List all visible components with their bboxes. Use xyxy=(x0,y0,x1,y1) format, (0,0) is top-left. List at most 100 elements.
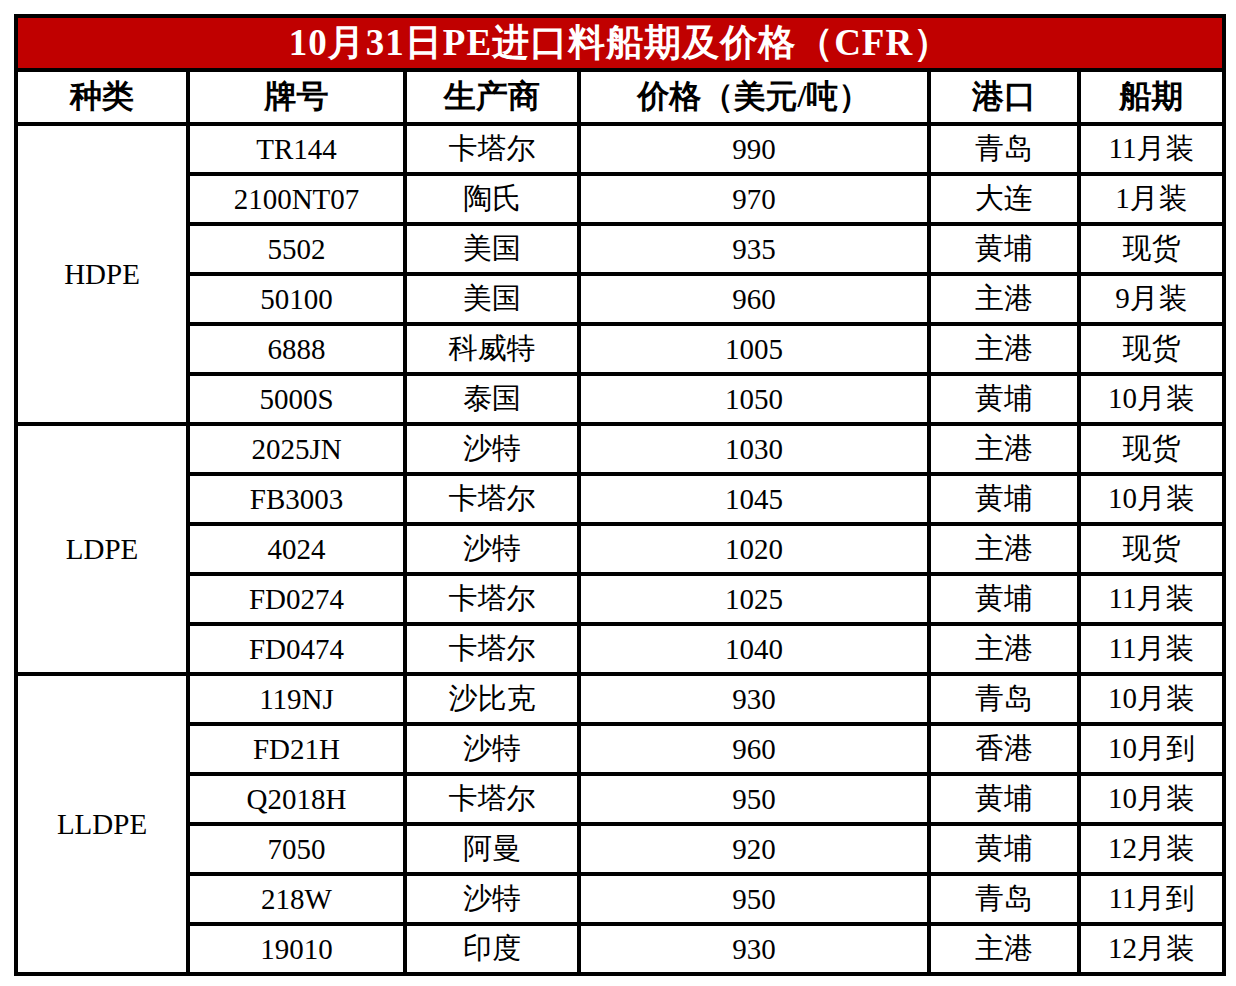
cell-port: 黄埔 xyxy=(929,824,1079,874)
cell-port: 黄埔 xyxy=(929,574,1079,624)
cell-price: 930 xyxy=(579,924,929,974)
cell-producer: 卡塔尔 xyxy=(405,124,579,174)
cell-grade: 7050 xyxy=(188,824,405,874)
header-cell-price: 价格（美元/吨） xyxy=(579,70,929,124)
header-cell-grade: 牌号 xyxy=(188,70,405,124)
cell-shipdate: 10月到 xyxy=(1079,724,1224,774)
category-cell: LDPE xyxy=(16,424,188,674)
cell-shipdate: 现货 xyxy=(1079,424,1224,474)
cell-price: 1005 xyxy=(579,324,929,374)
cell-price: 1050 xyxy=(579,374,929,424)
header-cell-category: 种类 xyxy=(16,70,188,124)
header-row: 种类牌号生产商价格（美元/吨）港口船期 xyxy=(16,70,1224,124)
cell-grade: 5502 xyxy=(188,224,405,274)
cell-grade: 4024 xyxy=(188,524,405,574)
header-cell-port: 港口 xyxy=(929,70,1079,124)
cell-producer: 沙特 xyxy=(405,524,579,574)
cell-port: 主港 xyxy=(929,424,1079,474)
cell-port: 主港 xyxy=(929,924,1079,974)
cell-grade: 2025JN xyxy=(188,424,405,474)
cell-producer: 沙比克 xyxy=(405,674,579,724)
cell-price: 950 xyxy=(579,874,929,924)
table-row: 5502美国935黄埔现货 xyxy=(16,224,1224,274)
cell-producer: 沙特 xyxy=(405,874,579,924)
table-body: HDPETR144卡塔尔990青岛11月装2100NT07陶氏970大连1月装5… xyxy=(16,124,1224,974)
cell-producer: 陶氏 xyxy=(405,174,579,224)
cell-price: 1045 xyxy=(579,474,929,524)
cell-shipdate: 现货 xyxy=(1079,324,1224,374)
cell-grade: 50100 xyxy=(188,274,405,324)
table-row: LLDPE119NJ沙比克930青岛10月装 xyxy=(16,674,1224,724)
cell-producer: 沙特 xyxy=(405,724,579,774)
cell-port: 主港 xyxy=(929,524,1079,574)
cell-grade: Q2018H xyxy=(188,774,405,824)
table-row: 7050阿曼920黄埔12月装 xyxy=(16,824,1224,874)
cell-port: 主港 xyxy=(929,624,1079,674)
cell-price: 950 xyxy=(579,774,929,824)
cell-grade: 6888 xyxy=(188,324,405,374)
cell-grade: FD0474 xyxy=(188,624,405,674)
cell-port: 黄埔 xyxy=(929,374,1079,424)
cell-port: 香港 xyxy=(929,724,1079,774)
cell-price: 970 xyxy=(579,174,929,224)
table-row: 218W沙特950青岛11月到 xyxy=(16,874,1224,924)
cell-producer: 卡塔尔 xyxy=(405,474,579,524)
cell-shipdate: 11月装 xyxy=(1079,624,1224,674)
cell-price: 930 xyxy=(579,674,929,724)
table-row: 19010印度930主港12月装 xyxy=(16,924,1224,974)
cell-shipdate: 11月装 xyxy=(1079,124,1224,174)
page: 10月31日PE进口料船期及价格（CFR） 种类牌号生产商价格（美元/吨）港口船… xyxy=(0,0,1236,976)
table-row: Q2018H卡塔尔950黄埔10月装 xyxy=(16,774,1224,824)
cell-port: 主港 xyxy=(929,274,1079,324)
cell-price: 920 xyxy=(579,824,929,874)
table-row: HDPETR144卡塔尔990青岛11月装 xyxy=(16,124,1224,174)
cell-price: 1030 xyxy=(579,424,929,474)
cell-producer: 科威特 xyxy=(405,324,579,374)
cell-grade: TR144 xyxy=(188,124,405,174)
cell-grade: 2100NT07 xyxy=(188,174,405,224)
cell-port: 主港 xyxy=(929,324,1079,374)
cell-grade: FD21H xyxy=(188,724,405,774)
table-row: 5000S泰国1050黄埔10月装 xyxy=(16,374,1224,424)
title-row: 10月31日PE进口料船期及价格（CFR） xyxy=(16,16,1224,70)
cell-grade: 218W xyxy=(188,874,405,924)
cell-price: 960 xyxy=(579,274,929,324)
cell-shipdate: 10月装 xyxy=(1079,374,1224,424)
cell-price: 990 xyxy=(579,124,929,174)
cell-shipdate: 现货 xyxy=(1079,224,1224,274)
cell-producer: 阿曼 xyxy=(405,824,579,874)
cell-shipdate: 10月装 xyxy=(1079,674,1224,724)
cell-shipdate: 10月装 xyxy=(1079,774,1224,824)
table-row: 50100美国960主港9月装 xyxy=(16,274,1224,324)
cell-shipdate: 12月装 xyxy=(1079,924,1224,974)
cell-shipdate: 12月装 xyxy=(1079,824,1224,874)
table-row: 4024沙特1020主港现货 xyxy=(16,524,1224,574)
cell-shipdate: 11月装 xyxy=(1079,574,1224,624)
cell-price: 960 xyxy=(579,724,929,774)
category-cell: LLDPE xyxy=(16,674,188,974)
table-row: FD0274卡塔尔1025黄埔11月装 xyxy=(16,574,1224,624)
header-cell-producer: 生产商 xyxy=(405,70,579,124)
cell-price: 1040 xyxy=(579,624,929,674)
table-title: 10月31日PE进口料船期及价格（CFR） xyxy=(16,16,1224,70)
cell-producer: 泰国 xyxy=(405,374,579,424)
cell-shipdate: 现货 xyxy=(1079,524,1224,574)
category-cell: HDPE xyxy=(16,124,188,424)
cell-shipdate: 10月装 xyxy=(1079,474,1224,524)
cell-port: 黄埔 xyxy=(929,224,1079,274)
cell-port: 青岛 xyxy=(929,124,1079,174)
cell-shipdate: 9月装 xyxy=(1079,274,1224,324)
cell-grade: 19010 xyxy=(188,924,405,974)
table-row: LDPE2025JN沙特1030主港现货 xyxy=(16,424,1224,474)
table-row: 2100NT07陶氏970大连1月装 xyxy=(16,174,1224,224)
cell-producer: 美国 xyxy=(405,224,579,274)
cell-producer: 卡塔尔 xyxy=(405,574,579,624)
cell-price: 935 xyxy=(579,224,929,274)
cell-producer: 卡塔尔 xyxy=(405,624,579,674)
cell-port: 青岛 xyxy=(929,874,1079,924)
cell-grade: 5000S xyxy=(188,374,405,424)
cell-shipdate: 1月装 xyxy=(1079,174,1224,224)
cell-producer: 美国 xyxy=(405,274,579,324)
table-row: FB3003卡塔尔1045黄埔10月装 xyxy=(16,474,1224,524)
cell-producer: 卡塔尔 xyxy=(405,774,579,824)
